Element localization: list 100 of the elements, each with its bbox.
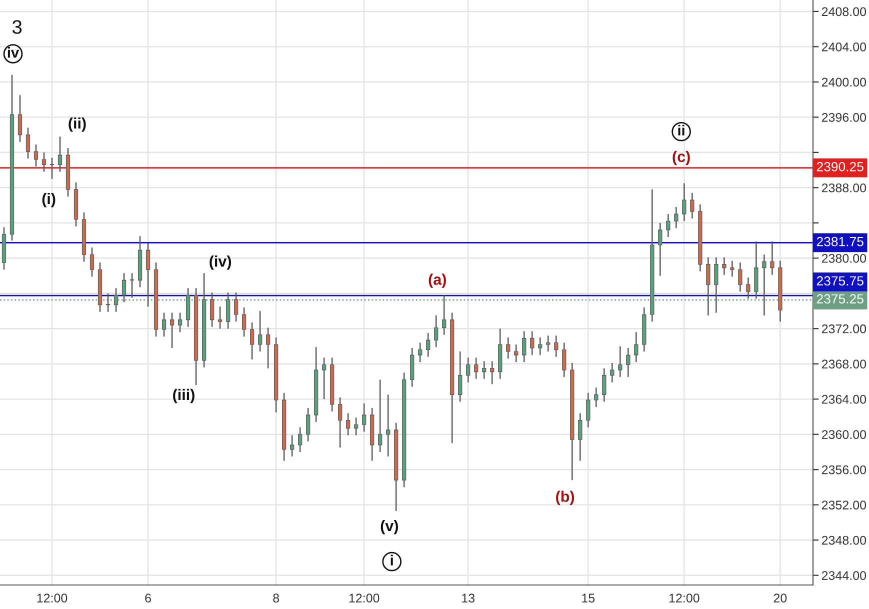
annotation: i [390, 554, 393, 566]
candlestick [130, 272, 134, 298]
candlestick [674, 206, 678, 229]
y-tick-label: 2408.00 [822, 7, 866, 16]
candlestick [762, 254, 766, 316]
candlestick [586, 392, 590, 428]
candlestick [594, 387, 598, 408]
y-tick-label: 2348.00 [822, 536, 866, 545]
annotation: (v) [380, 520, 398, 534]
y-tick-label: 2356.00 [822, 465, 866, 474]
candlestick [18, 94, 22, 142]
y-tick-label: 2380.00 [822, 254, 866, 263]
x-tick-label: 15 [582, 594, 595, 603]
candlestick [106, 292, 110, 313]
annotation: (ii) [68, 117, 86, 132]
y-tick-label: 2364.00 [822, 394, 866, 404]
candlestick [226, 292, 230, 330]
candlestick [378, 379, 382, 453]
candlestick [338, 396, 342, 448]
candlestick [178, 312, 182, 333]
candlestick [234, 292, 238, 322]
candlestick [250, 322, 254, 360]
candlestick [562, 342, 566, 378]
candlestick [434, 314, 438, 348]
candlestick [114, 287, 118, 313]
annotation: 3 [12, 20, 22, 34]
candlestick [58, 136, 62, 172]
x-tick-label: 13 [462, 594, 475, 603]
candlestick [530, 330, 534, 356]
x-tick-label: 12:00 [349, 594, 380, 603]
x-tick-label: 20 [774, 594, 787, 603]
candlestick [706, 256, 710, 316]
ref-line-label: 2381.75 [816, 236, 864, 246]
x-tick-label: 6 [145, 594, 151, 603]
annotation: (a) [428, 274, 446, 288]
candlestick [170, 312, 174, 349]
y-tick-label: 2368.00 [822, 360, 866, 369]
candlestick [714, 256, 718, 314]
candlestick [690, 192, 694, 220]
candlestick [610, 362, 614, 383]
y-tick-label: 2404.00 [822, 42, 866, 52]
candlestick [210, 292, 214, 328]
annotation: (i) [42, 192, 56, 208]
candlestick [730, 260, 734, 278]
candlestick [578, 412, 582, 462]
y-tick-label: 2344.00 [822, 571, 866, 580]
y-tick-label: 2396.00 [822, 112, 866, 122]
candlestick [346, 412, 350, 436]
candlestick [386, 394, 390, 457]
candlestick [658, 222, 662, 276]
candlestick [418, 342, 422, 363]
candlestick [554, 335, 558, 358]
candlestick [602, 368, 606, 402]
y-tick-label: 2388.00 [822, 183, 866, 192]
candlestick [362, 402, 366, 432]
candlestick [26, 127, 30, 160]
candlestick [738, 262, 742, 292]
candlestick [722, 256, 726, 276]
candlestick [538, 336, 542, 356]
x-tick-label: 8 [273, 594, 279, 603]
candlestick [42, 152, 46, 172]
candlestick [50, 157, 54, 180]
candlestick [490, 360, 494, 385]
candlestick [754, 240, 758, 300]
candlestick [290, 434, 294, 457]
annotation: (iii) [173, 388, 194, 404]
ref-line-label: 2390.25 [816, 162, 864, 172]
annotation: ii [678, 124, 684, 136]
candlestick [682, 182, 686, 222]
ref-line-label: 2375.75 [816, 276, 864, 286]
candlestick [218, 306, 222, 330]
ref-line-label: 2375.25 [816, 294, 864, 304]
candlestick [474, 357, 478, 380]
candlestick [34, 144, 38, 168]
candlestick [426, 332, 430, 358]
candlestick [522, 330, 526, 363]
candlestick [626, 347, 630, 378]
candlestick [506, 336, 510, 360]
y-tick-label: 2400.00 [822, 78, 866, 87]
candlestick [466, 357, 470, 383]
candlestick [482, 360, 486, 380]
y-tick-label: 2372.00 [822, 324, 866, 334]
candlestick [666, 213, 670, 238]
candlestick [162, 312, 166, 338]
candlestick [90, 246, 94, 278]
annotation: iv [8, 47, 20, 58]
y-tick-label: 2352.00 [822, 500, 866, 510]
x-tick-label: 12:00 [669, 594, 700, 603]
candlestick [458, 350, 462, 402]
candlestick [266, 327, 270, 369]
annotation: (c) [672, 150, 690, 166]
candlestick [306, 407, 310, 442]
candlestick [746, 276, 750, 300]
y-tick-label: 2360.00 [822, 430, 866, 439]
candlestick [546, 335, 550, 352]
candlestick [514, 344, 518, 363]
candlestick [322, 357, 326, 400]
x-tick-label: 12:00 [37, 594, 68, 603]
candlestick [442, 294, 446, 336]
candlestick [354, 416, 358, 436]
